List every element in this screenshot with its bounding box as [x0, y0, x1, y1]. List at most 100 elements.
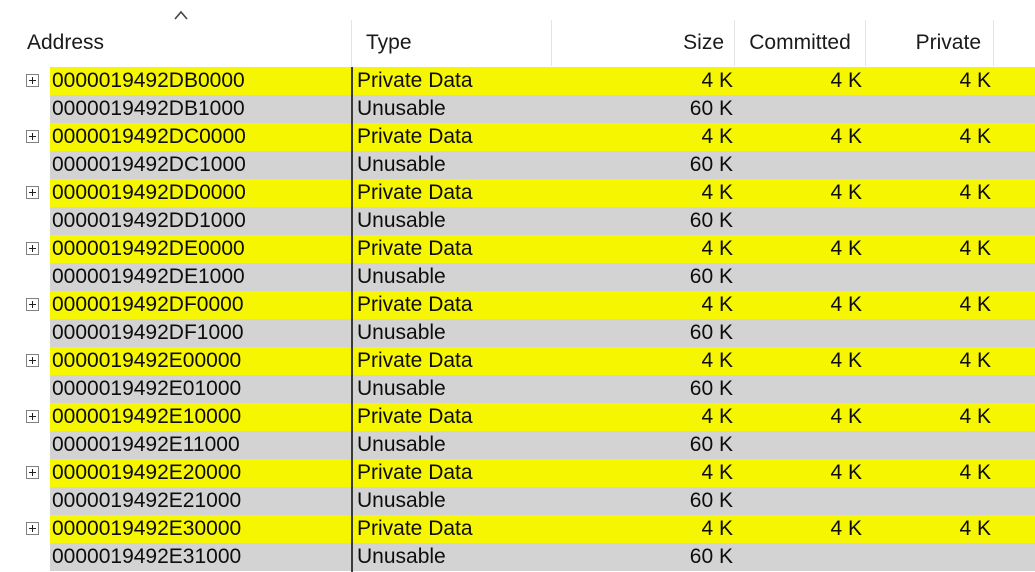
cell-committed: 4 K — [830, 405, 862, 428]
table-row-subregion[interactable]: 0000019492E11000 Unusable 60 K — [0, 431, 1035, 459]
cell-type: Private Data — [357, 405, 473, 428]
cell-private — [866, 487, 991, 515]
cell-size: 60 K — [689, 153, 733, 176]
expand-plus-icon[interactable] — [26, 466, 39, 479]
column-header-type[interactable]: Type — [352, 20, 552, 66]
row-highlight — [50, 207, 1035, 235]
table-row-region[interactable]: 0000019492E00000 Private Data 4 K 4 K 4 K — [0, 347, 1035, 375]
cell-size: 4 K — [701, 405, 733, 428]
row-highlight — [50, 263, 1035, 291]
cell-committed: 4 K — [830, 69, 862, 92]
expand-plus-icon[interactable] — [26, 130, 39, 143]
cell-type: Unusable — [357, 433, 446, 456]
row-highlight — [50, 179, 1035, 207]
table-row-subregion[interactable]: 0000019492DB1000 Unusable 60 K — [0, 95, 1035, 123]
row-highlight — [50, 543, 1035, 571]
cell-address: 0000019492E10000 — [52, 405, 242, 428]
table-row-region[interactable]: 0000019492E10000 Private Data 4 K 4 K 4 K — [0, 403, 1035, 431]
row-highlight — [50, 487, 1035, 515]
cell-committed — [735, 375, 862, 403]
cell-type: Unusable — [357, 377, 446, 400]
row-highlight — [50, 375, 1035, 403]
cell-type: Private Data — [357, 69, 473, 92]
cell-size: 4 K — [701, 293, 733, 316]
row-highlight — [50, 319, 1035, 347]
cell-type: Private Data — [357, 461, 473, 484]
cell-address: 0000019492E20000 — [52, 461, 242, 484]
cell-type: Private Data — [357, 293, 473, 316]
cell-size: 60 K — [689, 377, 733, 400]
cell-private: 4 K — [959, 69, 991, 92]
table-row-subregion[interactable]: 0000019492E31000 Unusable 60 K — [0, 543, 1035, 571]
cell-address: 0000019492DD1000 — [52, 209, 246, 232]
cell-size: 60 K — [689, 321, 733, 344]
table-row-subregion[interactable]: 0000019492DE1000 Unusable 60 K — [0, 263, 1035, 291]
cell-committed — [735, 319, 862, 347]
cell-private: 4 K — [959, 237, 991, 260]
cell-size: 60 K — [689, 489, 733, 512]
table-row-region[interactable]: 0000019492DF0000 Private Data 4 K 4 K 4 K — [0, 291, 1035, 319]
cell-committed: 4 K — [830, 517, 862, 540]
cell-committed: 4 K — [830, 293, 862, 316]
column-header-private[interactable]: Private — [866, 20, 994, 66]
cell-private — [866, 207, 991, 235]
column-header-size[interactable]: Size — [552, 20, 735, 66]
cell-private: 4 K — [959, 461, 991, 484]
cell-size: 60 K — [689, 545, 733, 568]
table-row-region[interactable]: 0000019492E20000 Private Data 4 K 4 K 4 K — [0, 459, 1035, 487]
row-highlight — [50, 235, 1035, 263]
table-row-region[interactable]: 0000019492DE0000 Private Data 4 K 4 K 4 K — [0, 235, 1035, 263]
row-highlight — [50, 151, 1035, 179]
cell-address: 0000019492E01000 — [52, 377, 242, 400]
cell-committed — [735, 95, 862, 123]
expand-plus-icon[interactable] — [26, 186, 39, 199]
sort-ascending-caret-icon[interactable] — [174, 10, 188, 20]
cell-address: 0000019492DC0000 — [52, 125, 246, 148]
cell-size: 4 K — [701, 181, 733, 204]
cell-private: 4 K — [959, 517, 991, 540]
cell-type: Private Data — [357, 181, 473, 204]
cell-address: 0000019492DC1000 — [52, 153, 246, 176]
cell-private — [866, 543, 991, 571]
expand-plus-icon[interactable] — [26, 242, 39, 255]
expand-plus-icon[interactable] — [26, 410, 39, 423]
cell-address: 0000019492DE1000 — [52, 265, 245, 288]
expand-plus-icon[interactable] — [26, 354, 39, 367]
cell-private — [866, 319, 991, 347]
cell-address: 0000019492DB0000 — [52, 69, 245, 92]
table-row-region[interactable]: 0000019492DB0000 Private Data 4 K 4 K 4 K — [0, 67, 1035, 95]
cell-committed — [735, 263, 862, 291]
table-row-region[interactable]: 0000019492DD0000 Private Data 4 K 4 K 4 K — [0, 179, 1035, 207]
table-row-subregion[interactable]: 0000019492DD1000 Unusable 60 K — [0, 207, 1035, 235]
cell-type: Unusable — [357, 265, 446, 288]
cell-private: 4 K — [959, 293, 991, 316]
cell-private: 4 K — [959, 349, 991, 372]
expand-plus-icon[interactable] — [26, 522, 39, 535]
cell-committed: 4 K — [830, 181, 862, 204]
cell-type: Private Data — [357, 237, 473, 260]
row-highlight — [50, 291, 1035, 319]
row-highlight — [50, 515, 1035, 543]
cell-size: 60 K — [689, 97, 733, 120]
cell-address: 0000019492DF0000 — [52, 293, 244, 316]
table-row-subregion[interactable]: 0000019492E01000 Unusable 60 K — [0, 375, 1035, 403]
table-row-subregion[interactable]: 0000019492DC1000 Unusable 60 K — [0, 151, 1035, 179]
column-header-committed[interactable]: Committed — [735, 20, 866, 66]
table-row-region[interactable]: 0000019492DC0000 Private Data 4 K 4 K 4 K — [0, 123, 1035, 151]
table-row-subregion[interactable]: 0000019492E21000 Unusable 60 K — [0, 487, 1035, 515]
cell-type: Private Data — [357, 125, 473, 148]
cell-address: 0000019492E31000 — [52, 545, 242, 568]
cell-address: 0000019492DB1000 — [52, 97, 245, 120]
table-row-subregion[interactable]: 0000019492DF1000 Unusable 60 K — [0, 319, 1035, 347]
cell-committed — [735, 207, 862, 235]
column-header-address[interactable]: Address — [0, 20, 352, 66]
cell-address: 0000019492E00000 — [52, 349, 242, 372]
table-row-region[interactable]: 0000019492E30000 Private Data 4 K 4 K 4 K — [0, 515, 1035, 543]
cell-private — [866, 263, 991, 291]
cell-type: Unusable — [357, 489, 446, 512]
expand-plus-icon[interactable] — [26, 74, 39, 87]
expand-plus-icon[interactable] — [26, 298, 39, 311]
row-highlight — [50, 123, 1035, 151]
